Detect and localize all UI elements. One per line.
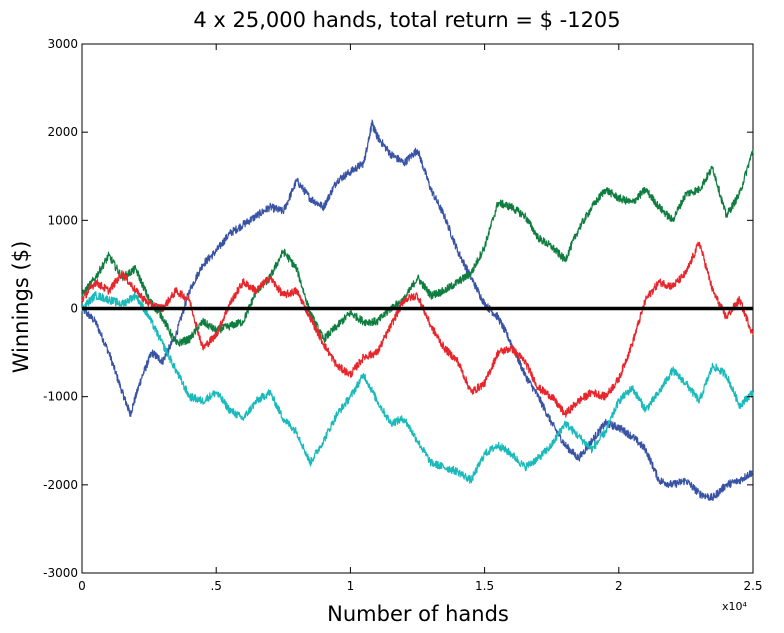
y-axis-label: Winnings ($): [9, 241, 33, 374]
series-line-4: [81, 291, 754, 484]
y-tick-label: 1000: [47, 213, 78, 227]
x-tick-label: 1.5: [475, 579, 494, 593]
x-tick-label: 1: [347, 579, 355, 593]
x-tick-label: 2: [615, 579, 623, 593]
series-layer: [81, 119, 754, 501]
series-line-2: [81, 149, 754, 347]
y-tick-label: -2000: [43, 478, 78, 492]
chart-title: 4 x 25,000 hands, total return = $ -1205: [193, 8, 620, 32]
series-line-3: [81, 241, 754, 418]
ticks-layer: 0 .5 1 1.5 2 2.5 -3000 -2000 -1000 0 1000 2000 3000: [43, 37, 762, 593]
x-exponent-label: x10⁴: [722, 600, 748, 613]
y-tick-label: 3000: [47, 37, 78, 51]
y-tick-label: 2000: [47, 125, 78, 139]
x-axis-label: Number of hands: [327, 602, 509, 626]
series-line-1: [81, 119, 754, 501]
x-tick-label: 0: [78, 579, 86, 593]
y-tick-label: -1000: [43, 390, 78, 404]
y-tick-label: -3000: [43, 566, 78, 580]
y-tick-label: 0: [70, 302, 78, 316]
x-tick-label: 2.5: [743, 579, 762, 593]
x-tick-label: .5: [210, 579, 221, 593]
